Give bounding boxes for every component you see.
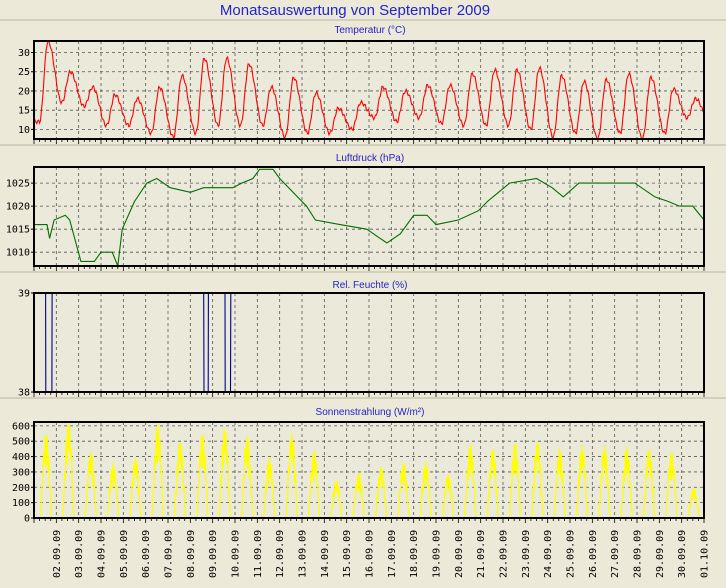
- x-tick-label: 25.09.09: [566, 530, 577, 578]
- panel-2: Rel. Feuchte (%) 38 39: [18, 280, 705, 399]
- x-tick-label: 14.09.09: [320, 530, 331, 578]
- x-tick-label: 21.09.09: [476, 530, 487, 578]
- y-tick-label: 500: [12, 437, 30, 448]
- y-tick-label: 1015: [6, 225, 30, 236]
- main-title: Monatsauswertung von September 2009: [220, 2, 490, 19]
- x-tick-label: 26.09.09: [588, 530, 599, 578]
- panel-3: Sonnenstrahlung (W/m²) 0 100 200 300 400 500 60…: [12, 407, 705, 525]
- y-tick-label: 20: [18, 86, 30, 97]
- x-tick-label: 12.09.09: [275, 530, 286, 578]
- x-tick-label: 18.09.09: [409, 530, 420, 578]
- x-tick-label: 07.09.09: [164, 530, 175, 578]
- plot-border: [33, 40, 705, 140]
- y-tick-label: 200: [12, 483, 30, 494]
- x-tick-label: 27.09.09: [610, 530, 621, 578]
- panel-title: Luftdruck (hPa): [336, 153, 404, 164]
- x-tick-label: 06.09.09: [141, 530, 152, 578]
- y-tick-label: 39: [18, 289, 30, 300]
- series-line: [34, 168, 705, 267]
- y-tick-label: 100: [12, 498, 30, 509]
- x-tick-label: 13.09.09: [298, 530, 309, 578]
- x-tick-label: 15.09.09: [342, 530, 353, 578]
- x-tick-label: 02.09.09: [52, 530, 63, 578]
- plot-border: [33, 292, 705, 393]
- plot-border: [33, 421, 705, 519]
- x-tick-label: 04.09.09: [97, 530, 108, 578]
- panel-title: Sonnenstrahlung (W/m²): [316, 407, 425, 418]
- y-tick-label: 0: [24, 514, 30, 525]
- panel-0: Temperatur (°C) 10 15 20 25 30: [18, 25, 705, 144]
- x-tick-label: 16.09.09: [365, 530, 376, 578]
- series-line: [33, 40, 705, 141]
- y-tick-label: 38: [18, 388, 30, 399]
- panel-title: Rel. Feuchte (%): [332, 280, 407, 291]
- x-tick-label: 10.09.09: [231, 530, 242, 578]
- y-tick-label: 1025: [6, 179, 30, 190]
- plot-border: [33, 166, 705, 267]
- x-tick-label: 01.10.09: [700, 530, 711, 578]
- y-tick-label: 1020: [6, 202, 30, 213]
- x-tick-label: 17.09.09: [387, 530, 398, 578]
- x-tick-label: 11.09.09: [253, 530, 264, 578]
- panel-1: Luftdruck (hPa) 1010 1015 1020 1025: [6, 153, 705, 271]
- x-tick-label: 23.09.09: [521, 530, 532, 578]
- x-tick-label: 29.09.09: [655, 530, 666, 578]
- x-tick-label: 22.09.09: [499, 530, 510, 578]
- y-tick-label: 10: [18, 125, 30, 136]
- y-tick-label: 600: [12, 421, 30, 432]
- x-tick-label: 08.09.09: [186, 530, 197, 578]
- y-tick-label: 15: [18, 106, 30, 117]
- y-tick-label: 400: [12, 452, 30, 463]
- x-tick-label: 24.09.09: [543, 530, 554, 578]
- x-tick-label: 20.09.09: [454, 530, 465, 578]
- x-tick-label: 28.09.09: [633, 530, 644, 578]
- y-tick-label: 300: [12, 467, 30, 478]
- panel-title: Temperatur (°C): [334, 25, 405, 36]
- y-tick-label: 1010: [6, 248, 30, 259]
- x-tick-label: 05.09.09: [119, 530, 130, 578]
- y-tick-label: 25: [18, 67, 30, 78]
- x-tick-label: 30.09.09: [677, 530, 688, 578]
- y-tick-label: 30: [18, 48, 30, 59]
- x-tick-label: 09.09.09: [208, 530, 219, 578]
- x-tick-label: 19.09.09: [432, 530, 443, 578]
- x-tick-label: 03.09.09: [74, 530, 85, 578]
